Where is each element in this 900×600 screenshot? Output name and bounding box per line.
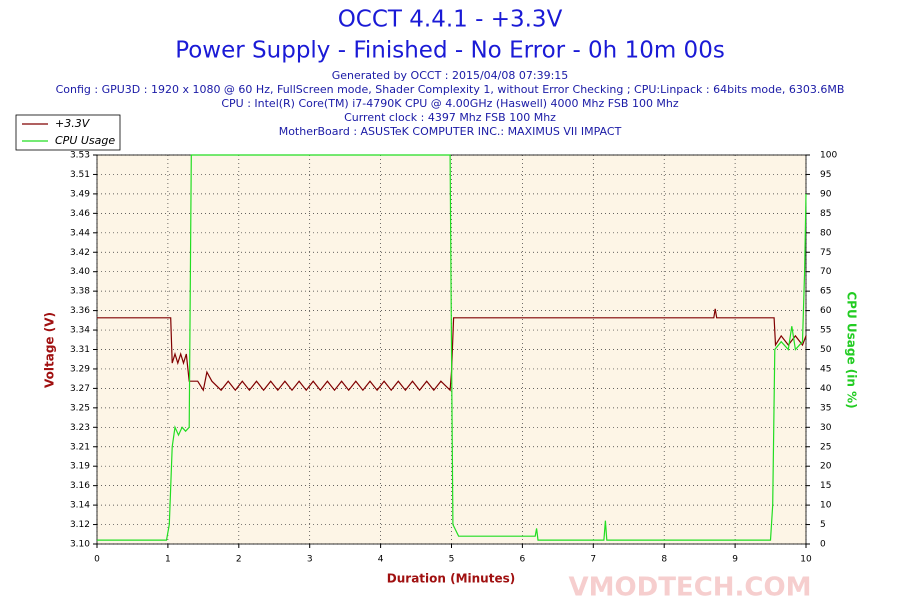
y2-tick-label: 60 <box>820 306 832 316</box>
plot-frame <box>96 154 807 545</box>
chart-title: OCCT 4.4.1 - +3.3V <box>338 7 563 33</box>
info-line: Current clock : 4397 Mhz FSB 100 Mhz <box>344 111 556 124</box>
y-tick-label: 3.16 <box>70 481 90 491</box>
y-tick-label: 3.14 <box>70 501 90 511</box>
y2-tick-label: 15 <box>820 481 831 491</box>
y2-tick-label: 95 <box>820 170 831 180</box>
x-tick-label: 10 <box>800 555 812 565</box>
info-line: Config : GPU3D : 1920 x 1080 @ 60 Hz, Fu… <box>56 83 845 96</box>
y-tick-label: 3.34 <box>70 326 90 336</box>
y-tick-label: 3.12 <box>70 520 90 530</box>
y-tick-label: 3.44 <box>70 228 90 238</box>
y2-tick-label: 40 <box>820 384 832 394</box>
x-tick-label: 1 <box>165 555 171 565</box>
y2-tick-label: 25 <box>820 442 831 452</box>
y-tick-label: 3.51 <box>70 170 90 180</box>
x-tick-label: 0 <box>94 555 100 565</box>
info-line: MotherBoard : ASUSTeK COMPUTER INC.: MAX… <box>279 125 622 138</box>
y-tick-label: 3.53 <box>70 151 90 161</box>
y-tick-label: 3.27 <box>70 384 90 394</box>
x-tick-label: 6 <box>520 555 526 565</box>
y-tick-label: 3.21 <box>70 442 90 452</box>
x-tick-label: 3 <box>307 555 313 565</box>
y-tick-label: 3.46 <box>70 209 90 219</box>
y-tick-label: 3.49 <box>70 189 90 199</box>
y2-tick-label: 70 <box>820 267 832 277</box>
legend <box>15 114 121 151</box>
y2-tick-label: 20 <box>820 462 832 472</box>
series-line <box>97 308 807 392</box>
y2-tick-label: 45 <box>820 364 831 374</box>
y2-tick-label: 75 <box>820 248 831 258</box>
y-tick-label: 3.19 <box>70 462 90 472</box>
x-tick-label: 4 <box>378 555 384 565</box>
y2-tick-label: 0 <box>820 540 826 550</box>
y2-axis-label: CPU Usage (in %) <box>845 291 859 408</box>
y-tick-label: 3.38 <box>70 287 90 297</box>
y2-tick-label: 50 <box>820 345 832 355</box>
y-tick-label: 3.23 <box>70 423 90 433</box>
x-axis-label: Duration (Minutes) <box>387 572 515 586</box>
y-tick-label: 3.42 <box>70 248 90 258</box>
y2-tick-label: 65 <box>820 287 831 297</box>
y2-tick-label: 5 <box>820 520 826 530</box>
series-line <box>97 154 807 541</box>
x-tick-label: 8 <box>661 555 667 565</box>
chart-subtitle: Power Supply - Finished - No Error - 0h … <box>175 38 725 64</box>
x-tick-label: 7 <box>590 555 596 565</box>
y-tick-label: 3.36 <box>70 306 90 316</box>
y2-tick-label: 10 <box>820 501 832 511</box>
y2-tick-label: 85 <box>820 209 831 219</box>
y-axis-label: Voltage (V) <box>43 312 57 388</box>
y-tick-label: 3.25 <box>70 403 90 413</box>
x-tick-label: 9 <box>732 555 738 565</box>
y-tick-label: 3.10 <box>70 540 90 550</box>
legend-label: CPU Usage <box>55 134 115 147</box>
y2-tick-label: 55 <box>820 326 831 336</box>
info-line: CPU : Intel(R) Core(TM) i7-4790K CPU @ 4… <box>221 97 679 110</box>
y2-tick-label: 100 <box>820 151 837 161</box>
x-tick-label: 2 <box>236 555 242 565</box>
legend-label: +3.3V <box>55 117 91 130</box>
y2-tick-label: 30 <box>820 423 832 433</box>
y-tick-label: 3.29 <box>70 364 90 374</box>
y-tick-label: 3.31 <box>70 345 90 355</box>
y2-tick-label: 35 <box>820 403 831 413</box>
y2-tick-label: 80 <box>820 228 832 238</box>
y-tick-label: 3.40 <box>70 267 90 277</box>
y2-tick-label: 90 <box>820 189 832 199</box>
x-tick-label: 5 <box>449 555 455 565</box>
watermark: VMODTECH.COM <box>569 573 812 600</box>
info-line: Generated by OCCT : 2015/04/08 07:39:15 <box>332 69 569 82</box>
